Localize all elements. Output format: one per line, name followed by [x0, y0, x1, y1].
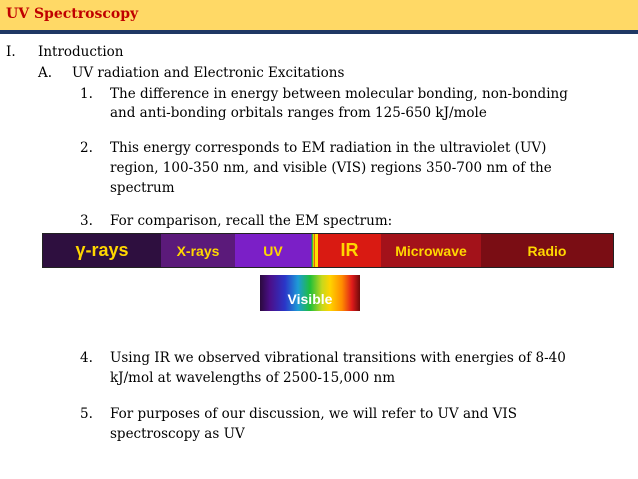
item-5-number: 5.: [80, 406, 93, 422]
item-1-line-2: and anti-bonding orbitals ranges from 12…: [110, 105, 487, 121]
em-spectrum-band: γ-rays X-rays UV IR Microwave Radio: [42, 233, 614, 268]
item-2-line-2: region, 100-350 nm, and visible (VIS) re…: [110, 160, 552, 176]
item-1-line-1: The difference in energy between molecul…: [110, 86, 568, 102]
ir-region: IR: [315, 234, 381, 267]
item-2-line-3: spectrum: [110, 180, 175, 196]
item-3-line-1: For comparison, recall the EM spectrum:: [110, 213, 393, 229]
item-5-line-2: spectroscopy as UV: [110, 426, 245, 442]
item-4-line-2: kJ/mol at wavelengths of 2500-15,000 nm: [110, 370, 396, 386]
title-bar: UV Spectroscopy: [0, 0, 638, 30]
title-divider: [0, 30, 638, 34]
item-3-number: 3.: [80, 213, 93, 229]
item-2-line-1: This energy corresponds to EM radiation …: [110, 140, 547, 156]
section-title: Introduction: [38, 44, 124, 60]
section-number: I.: [6, 44, 16, 60]
item-4-number: 4.: [80, 350, 93, 366]
item-2-number: 2.: [80, 140, 93, 156]
gamma-ray-region: γ-rays: [43, 234, 161, 267]
item-5-line-1: For purposes of our discussion, we will …: [110, 406, 517, 422]
x-ray-region: X-rays: [161, 234, 235, 267]
visible-sliver: [311, 234, 315, 267]
microwave-region: Microwave: [381, 234, 481, 267]
subsection-number: A.: [38, 65, 53, 81]
visible-label: Visible: [287, 291, 333, 307]
subsection-title: UV radiation and Electronic Excitations: [72, 65, 345, 81]
radio-region: Radio: [481, 234, 613, 267]
uv-region: UV: [235, 234, 311, 267]
visible-spectrum-box: Visible: [260, 275, 360, 311]
slide-title: UV Spectroscopy: [6, 6, 139, 22]
item-4-line-1: Using IR we observed vibrational transit…: [110, 350, 566, 366]
item-1-number: 1.: [80, 86, 93, 102]
